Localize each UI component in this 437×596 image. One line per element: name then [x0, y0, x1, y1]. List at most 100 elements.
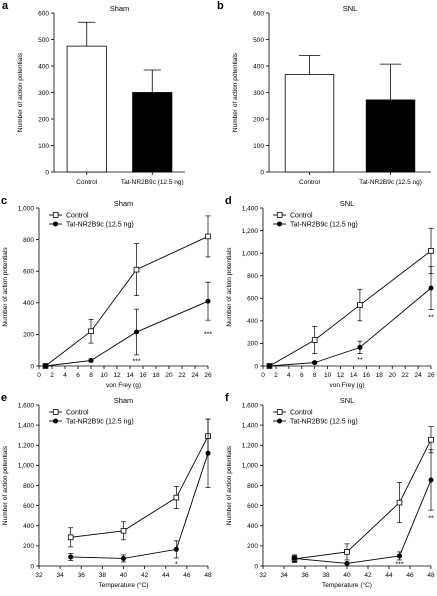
y-tick-label: 800	[23, 237, 34, 244]
y-axis-label: Number of action potentials	[2, 445, 9, 525]
panel-title: Sham	[110, 4, 130, 13]
panel-b: b SNL 0 100 200 300 400 500 600 Number of action …	[217, 0, 431, 186]
y-tick-label: 0	[254, 563, 258, 570]
y-tick-label: 400	[38, 63, 49, 70]
legend-marker	[53, 221, 58, 227]
series-line	[45, 300, 209, 367]
y-tick-label: 200	[247, 543, 258, 550]
data-point	[173, 494, 180, 501]
x-tick-label: 38	[99, 572, 107, 579]
data-point	[88, 328, 94, 335]
x-axis-label: von Frey (g)	[329, 382, 364, 389]
x-tick-label: 6	[76, 372, 80, 379]
y-tick-label: 1,200	[242, 228, 259, 235]
legend-label: Control	[290, 410, 313, 417]
data-point	[312, 360, 318, 366]
x-tick-label: 18	[152, 372, 160, 379]
x-tick-label: 14	[126, 372, 134, 379]
y-tick-label: 1,400	[18, 422, 35, 429]
y-tick-label: 1,200	[18, 443, 35, 450]
series-line	[269, 287, 432, 367]
data-point	[428, 285, 434, 291]
significance-marker: **	[357, 357, 363, 364]
bar	[66, 45, 107, 173]
x-tick-label: 42	[364, 572, 372, 579]
series-line	[70, 435, 209, 538]
series-line	[294, 479, 432, 564]
x-tick-label: 20	[165, 372, 173, 379]
legend-label: Tat-NR2B9c (12.5 ng)	[290, 419, 358, 426]
data-point	[357, 302, 363, 308]
y-tick-label: 100	[253, 143, 264, 150]
significance-marker: ***	[204, 331, 212, 338]
data-point	[428, 436, 434, 443]
legend-label: Control	[66, 213, 89, 220]
y-tick-label: 800	[247, 273, 258, 280]
x-axis-label: Temperature (°C)	[99, 581, 149, 589]
data-point	[397, 553, 402, 559]
x-tick-label: Tat-NR2B9c (12.5 ng)	[121, 179, 184, 186]
data-point	[292, 555, 297, 561]
x-tick-label: 38	[322, 572, 330, 579]
significance-marker: ***	[132, 358, 140, 365]
x-tick-label: 10	[100, 372, 108, 379]
data-point	[344, 560, 350, 566]
x-tick-label: 32	[35, 572, 43, 579]
data-point	[266, 363, 272, 369]
y-tick-label: 600	[247, 503, 258, 510]
y-tick-label: 1,600	[18, 402, 35, 409]
panel-a: a Sham 0 100 200 300 400 500 600 Number of action…	[2, 0, 185, 186]
y-tick-label: 400	[247, 523, 258, 530]
y-tick-label: 300	[253, 90, 264, 97]
y-tick-label: 0	[254, 363, 258, 370]
data-point	[357, 344, 363, 350]
x-tick-label: 40	[343, 572, 351, 579]
y-tick-label: 1,000	[18, 463, 35, 470]
data-point	[88, 357, 94, 363]
panel-label: b	[217, 0, 224, 12]
y-tick-label: 800	[23, 483, 34, 490]
y-tick-label: 200	[247, 341, 258, 348]
x-tick-label: 16	[139, 372, 147, 379]
y-tick-label: 600	[23, 269, 34, 276]
panel-f: f SNL 0 200 400 600 800 1,000 1,200 1,400 1,600 Num…	[225, 392, 435, 589]
y-tick-label: 200	[253, 116, 264, 123]
panel-label: a	[2, 0, 9, 12]
y-tick-label: 1,000	[242, 250, 259, 257]
x-tick-label: 4	[63, 372, 67, 379]
data-point	[134, 329, 139, 335]
series-line	[294, 439, 432, 560]
series-line	[70, 453, 209, 559]
x-tick-label: 26	[427, 372, 435, 379]
panel-label: e	[1, 392, 7, 404]
x-tick-label: 40	[120, 572, 128, 579]
x-tick-label: 18	[376, 372, 384, 379]
x-tick-label: Control	[299, 179, 321, 186]
x-tick-label: 36	[78, 572, 86, 579]
bar	[365, 99, 416, 173]
significance-marker: ***	[395, 561, 403, 568]
x-tick-label: 34	[280, 572, 288, 579]
y-tick-label: 600	[247, 296, 258, 303]
y-tick-label: 1,400	[242, 422, 259, 429]
y-tick-label: 400	[23, 300, 34, 307]
y-tick-label: 600	[253, 10, 264, 17]
legend-marker	[277, 221, 282, 227]
data-point	[205, 233, 211, 240]
y-tick-label: 1,600	[242, 402, 259, 409]
panel-title: SNL	[340, 396, 355, 405]
x-tick-label: 24	[414, 372, 422, 379]
y-tick-label: 200	[38, 116, 49, 123]
y-tick-label: 1,000	[18, 205, 35, 212]
x-tick-label: 42	[141, 572, 149, 579]
y-tick-label: 100	[38, 143, 49, 150]
data-point	[68, 554, 74, 560]
y-tick-label: 400	[23, 523, 34, 530]
y-tick-label: 0	[260, 169, 264, 176]
x-tick-label: 12	[113, 372, 121, 379]
data-point	[133, 266, 140, 273]
bar	[132, 92, 173, 173]
data-point	[173, 546, 179, 552]
y-tick-label: 600	[38, 10, 49, 17]
